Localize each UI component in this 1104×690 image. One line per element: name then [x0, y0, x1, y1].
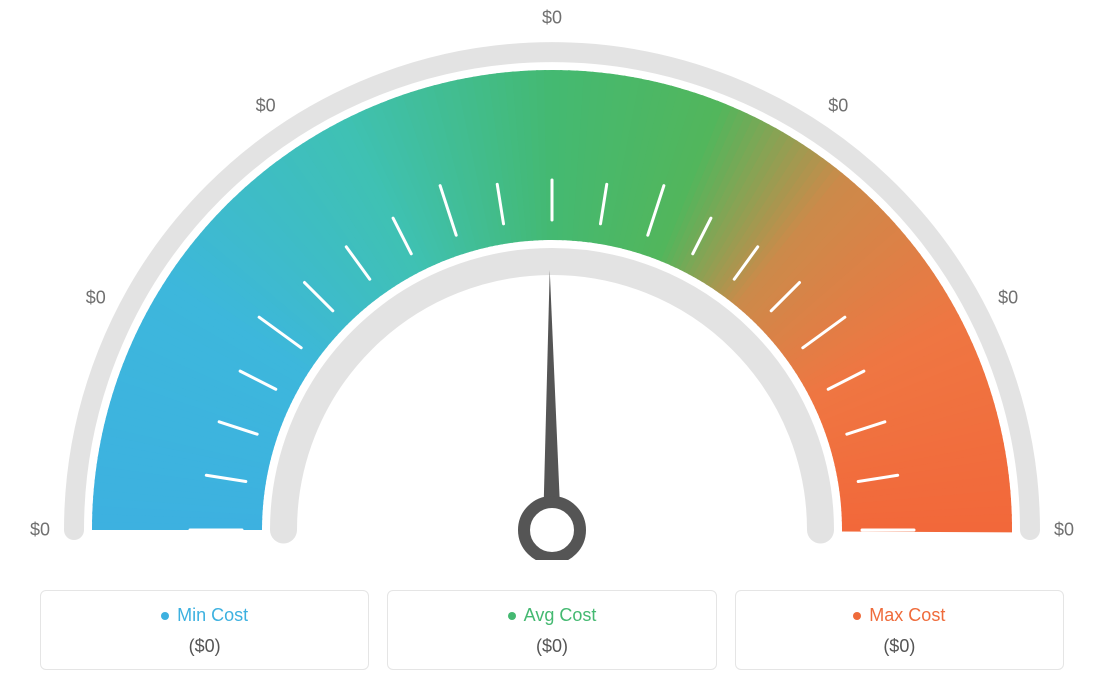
gauge-scale-label: $0 — [30, 520, 50, 541]
legend-title-max: Max Cost — [853, 605, 945, 626]
legend-dot-avg — [508, 612, 516, 620]
legend-label-max: Max Cost — [869, 605, 945, 626]
legend-label-min: Min Cost — [177, 605, 248, 626]
gauge-chart — [0, 0, 1104, 560]
gauge-scale-label: $0 — [828, 95, 848, 116]
gauge-scale-label: $0 — [998, 287, 1018, 308]
gauge-scale-label: $0 — [1054, 520, 1074, 541]
cost-gauge-widget: $0 $0 $0 $0 $0 $0 $0 Min Cost ($0) Avg Cost ($… — [0, 0, 1104, 690]
legend-value-max: ($0) — [746, 636, 1053, 657]
legend-title-avg: Avg Cost — [508, 605, 597, 626]
gauge-scale-label: $0 — [86, 287, 106, 308]
legend-card-max: Max Cost ($0) — [735, 590, 1064, 670]
legend-title-min: Min Cost — [161, 605, 248, 626]
legend-dot-min — [161, 612, 169, 620]
legend-value-min: ($0) — [51, 636, 358, 657]
gauge-scale-label: $0 — [542, 8, 562, 29]
legend-card-min: Min Cost ($0) — [40, 590, 369, 670]
legend-card-avg: Avg Cost ($0) — [387, 590, 716, 670]
legend-dot-max — [853, 612, 861, 620]
legend-row: Min Cost ($0) Avg Cost ($0) Max Cost ($0… — [40, 590, 1064, 670]
gauge-scale-label: $0 — [256, 95, 276, 116]
legend-label-avg: Avg Cost — [524, 605, 597, 626]
legend-value-avg: ($0) — [398, 636, 705, 657]
